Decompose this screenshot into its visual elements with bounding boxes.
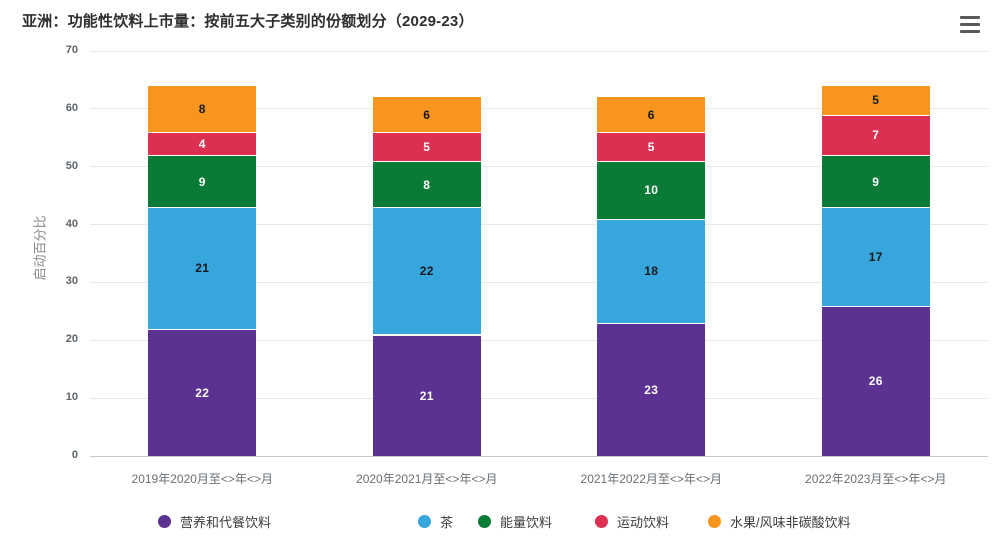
y-tick-label: 20	[65, 333, 78, 346]
bar-segment[interactable]: 21	[148, 207, 257, 329]
x-axis-label: 2022年2023月至<>年<>月	[805, 472, 947, 486]
bar-segment-label: 5	[872, 93, 880, 108]
menu-bar	[960, 29, 980, 33]
bar-segment[interactable]: 22	[148, 328, 257, 456]
bar-segment[interactable]: 17	[821, 207, 930, 306]
legend-dot-icon	[708, 515, 721, 528]
bar-segment-label: 5	[647, 139, 655, 154]
bar-segment-label: 6	[647, 107, 655, 122]
gridline	[90, 50, 988, 52]
legend-label: 水果/风味非碳酸饮料	[730, 515, 851, 530]
gridline	[90, 281, 988, 283]
bar-segment-label: 23	[644, 382, 659, 397]
bar-segment[interactable]: 6	[372, 97, 481, 132]
bar-segment-label: 17	[868, 249, 883, 264]
bar-segment-label: 21	[195, 261, 210, 276]
bar-segment[interactable]: 6	[597, 97, 706, 132]
legend-dot-icon	[595, 515, 608, 528]
bar-segment-label: 4	[198, 137, 206, 152]
bar-segment-label: 7	[872, 128, 880, 143]
legend-item[interactable]: 水果/风味非碳酸饮料	[708, 512, 851, 531]
y-tick-label: 60	[65, 101, 78, 114]
bar-segment-label: 22	[419, 264, 434, 279]
y-tick-label: 30	[65, 275, 78, 288]
bar-segment[interactable]: 10	[597, 160, 706, 219]
gridline	[90, 455, 988, 457]
bar-segment-label: 5	[423, 139, 431, 154]
bar-segment-label: 6	[423, 107, 431, 122]
gridline	[90, 224, 988, 226]
legend-dot-icon	[478, 515, 491, 528]
legend-label: 能量饮料	[500, 515, 553, 530]
bar-segment[interactable]: 9	[148, 155, 257, 208]
gridline	[90, 108, 988, 110]
bar-segment[interactable]: 5	[821, 85, 930, 115]
bar-segment-label: 10	[644, 183, 659, 198]
bar-segment-label: 18	[644, 264, 659, 279]
menu-bar	[960, 16, 980, 20]
y-tick-label: 70	[65, 44, 78, 56]
bar-segment-label: 22	[195, 385, 210, 400]
chart-title: 亚洲：功能性饮料上市量：按前五大子类别的份额划分（2029-23）	[22, 13, 474, 30]
bar-segment-label: 8	[198, 101, 206, 116]
y-tick-label: 40	[65, 217, 78, 230]
legend-item[interactable]: 能量饮料	[478, 512, 552, 531]
y-tick-label: 0	[71, 449, 78, 461]
bar-segment-label: 21	[419, 388, 434, 403]
legend-item[interactable]: 营养和代餐饮料	[158, 512, 271, 531]
bar-segment[interactable]: 4	[148, 132, 257, 156]
gridline	[90, 166, 988, 168]
legend-label: 运动饮料	[617, 515, 670, 530]
bar-segment[interactable]: 9	[821, 155, 930, 208]
bar-segment[interactable]: 23	[597, 322, 706, 456]
bar-segment-label: 9	[872, 174, 880, 189]
menu-bar	[960, 22, 980, 27]
bar-segment-label: 8	[423, 177, 431, 192]
hamburger-menu-icon[interactable]	[960, 16, 982, 33]
gridline	[90, 339, 988, 341]
bar-segment[interactable]: 22	[372, 207, 481, 335]
legend-dot-icon	[158, 515, 171, 528]
bar-segment-label: 26	[868, 374, 883, 389]
bar-segment[interactable]: 26	[821, 305, 930, 456]
bar-segment[interactable]: 21	[372, 334, 481, 456]
bar-segment[interactable]: 5	[597, 132, 706, 161]
bar-segment[interactable]: 7	[821, 114, 930, 156]
y-tick-label: 10	[65, 391, 78, 404]
legend-item[interactable]: 茶	[418, 512, 453, 531]
bar-segment[interactable]: 18	[597, 218, 706, 323]
x-axis-label: 2019年2020月至<>年<>月	[131, 472, 273, 486]
legend-label: 茶	[440, 515, 454, 530]
gridline	[90, 397, 988, 399]
bar-segment[interactable]: 5	[372, 132, 481, 161]
x-axis-label: 2021年2022月至<>年<>月	[580, 472, 722, 486]
bar-segment[interactable]: 8	[372, 160, 481, 208]
y-tick-label: 50	[65, 159, 78, 172]
legend-label: 营养和代餐饮料	[180, 515, 272, 530]
legend-dot-icon	[418, 515, 431, 528]
bar-segment[interactable]: 8	[148, 85, 257, 132]
bar-segment-label: 9	[198, 174, 206, 189]
legend-item[interactable]: 运动饮料	[595, 512, 669, 531]
x-axis-label: 2020年2021月至<>年<>月	[356, 472, 498, 486]
